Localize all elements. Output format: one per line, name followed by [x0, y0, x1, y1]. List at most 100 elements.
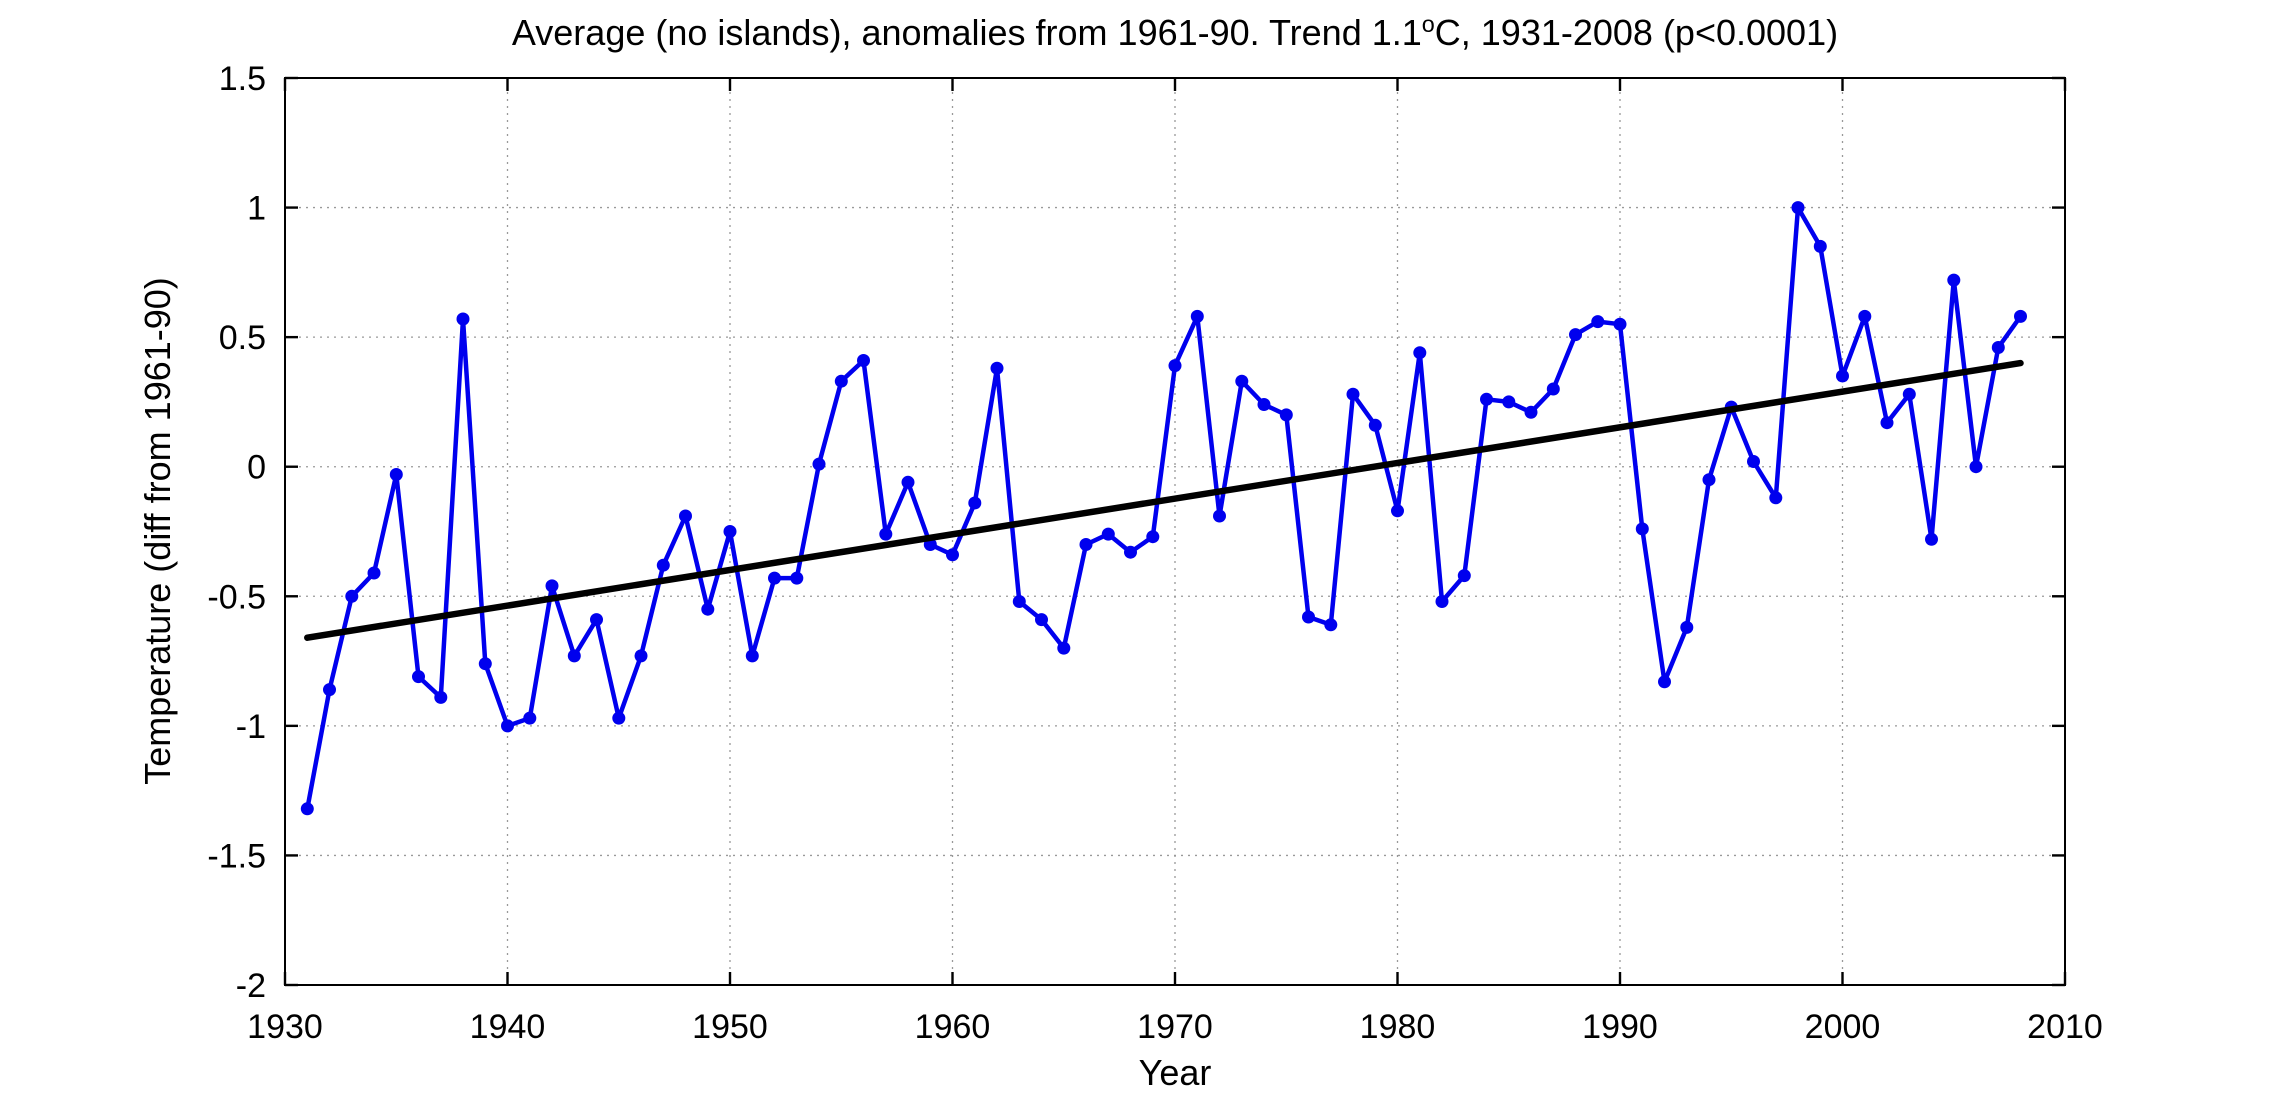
x-tick-label: 2010 — [2027, 1008, 2103, 1046]
data-point-marker — [367, 566, 381, 580]
data-point-marker — [1502, 395, 1516, 409]
data-point-marker — [1124, 545, 1137, 559]
data-point-marker — [1947, 273, 1961, 287]
data-point-marker — [323, 683, 336, 697]
data-point-marker — [1925, 532, 1938, 546]
y-tick-label: -1.5 — [207, 837, 266, 875]
data-point-marker — [968, 496, 982, 510]
data-point-marker — [790, 571, 804, 585]
data-point-marker — [1057, 641, 1071, 655]
data-point-marker — [501, 719, 514, 733]
data-point-marker — [879, 527, 893, 541]
x-tick-label: 1990 — [1582, 1008, 1658, 1046]
plot-area — [285, 78, 2065, 985]
data-point-marker — [1190, 309, 1204, 323]
data-point-marker — [1747, 455, 1760, 468]
data-point-marker — [1480, 392, 1493, 406]
x-tick-label: 2000 — [1805, 1008, 1881, 1046]
data-point-marker — [1101, 527, 1115, 541]
data-point-marker — [1836, 369, 1849, 383]
data-point-marker — [745, 649, 759, 663]
data-point-marker — [1880, 416, 1894, 430]
data-point-marker — [1969, 460, 1983, 474]
chart-title: Average (no islands), anomalies from 196… — [285, 12, 2065, 54]
data-point-marker — [590, 613, 603, 627]
data-point-marker — [1302, 610, 1315, 624]
x-tick-label: 1940 — [470, 1008, 546, 1046]
x-tick-label: 1970 — [1137, 1008, 1213, 1046]
data-point-marker — [1413, 346, 1427, 360]
data-point-marker — [1769, 491, 1783, 505]
data-series-line — [305, 205, 2023, 812]
data-point-marker — [901, 475, 915, 489]
data-point-marker — [1569, 328, 1582, 342]
data-point-marker — [768, 571, 781, 585]
y-axis-label: Temperature (diff from 1961-90) — [137, 277, 178, 785]
data-point-marker — [1035, 613, 1048, 627]
data-point-marker — [723, 525, 737, 538]
data-point-marker — [1279, 408, 1293, 422]
trend-line — [304, 359, 2024, 641]
data-point-marker — [990, 361, 1004, 375]
x-tick-label: 1950 — [692, 1008, 768, 1046]
data-point-marker — [1658, 675, 1671, 689]
data-point-marker — [1546, 382, 1560, 396]
data-point-marker — [1235, 374, 1249, 388]
chart-title-suffix: C, 1931-2008 (p<0.0001) — [1434, 12, 1839, 53]
y-tick-label: 1.5 — [219, 60, 266, 98]
data-point-marker — [857, 354, 870, 367]
data-point-marker — [456, 312, 470, 326]
data-point-marker — [679, 509, 692, 523]
data-point-marker — [545, 579, 559, 593]
data-point-marker — [345, 589, 359, 603]
data-point-marker — [1902, 387, 1916, 401]
data-point-marker — [1368, 418, 1382, 432]
data-point-marker — [1435, 595, 1449, 608]
data-point-marker — [1012, 595, 1026, 608]
y-tick-label: 0.5 — [219, 319, 266, 357]
data-point-marker — [2014, 309, 2027, 323]
data-point-marker — [523, 711, 537, 725]
data-point-marker — [612, 711, 626, 725]
x-tick-label: 1930 — [247, 1008, 323, 1046]
data-point-marker — [1079, 538, 1093, 551]
y-tick-label: -1 — [236, 708, 266, 746]
data-point-marker — [1213, 509, 1226, 523]
data-point-marker — [567, 649, 581, 663]
data-point-marker — [1791, 201, 1805, 215]
data-point-marker — [834, 374, 848, 388]
data-point-marker — [1858, 309, 1872, 323]
data-point-marker — [812, 457, 826, 471]
data-point-marker — [478, 657, 492, 671]
data-point-marker — [701, 602, 715, 616]
data-point-marker — [1613, 317, 1627, 331]
data-point-marker — [1257, 398, 1271, 411]
y-tick-label: 0 — [247, 449, 266, 487]
x-tick-label: 1960 — [915, 1008, 991, 1046]
data-point-marker — [1146, 530, 1160, 544]
data-point-marker — [412, 670, 425, 684]
data-point-marker — [1813, 239, 1827, 253]
data-point-marker — [634, 649, 648, 663]
data-point-marker — [389, 468, 403, 481]
data-point-marker — [1524, 405, 1538, 419]
x-axis-label: Year — [1138, 1052, 1212, 1093]
data-point-marker — [1457, 569, 1471, 583]
y-tick-label: -0.5 — [207, 578, 266, 616]
data-point-marker — [1991, 341, 2005, 354]
chart-title-text: Average (no islands), anomalies from 196… — [511, 12, 1422, 53]
data-point-marker — [1635, 522, 1649, 536]
data-point-marker — [1680, 620, 1694, 634]
data-point-marker — [300, 802, 314, 816]
data-point-marker — [1168, 359, 1182, 373]
data-point-marker — [1324, 618, 1338, 632]
chart-title-degree-sup: o — [1421, 11, 1435, 37]
y-tick-label: 1 — [247, 190, 266, 228]
y-tick-label: -2 — [236, 967, 266, 1005]
data-point-marker — [946, 548, 959, 562]
data-point-marker — [1346, 387, 1360, 401]
data-point-marker — [1391, 504, 1404, 518]
x-tick-label: 1980 — [1360, 1008, 1436, 1046]
